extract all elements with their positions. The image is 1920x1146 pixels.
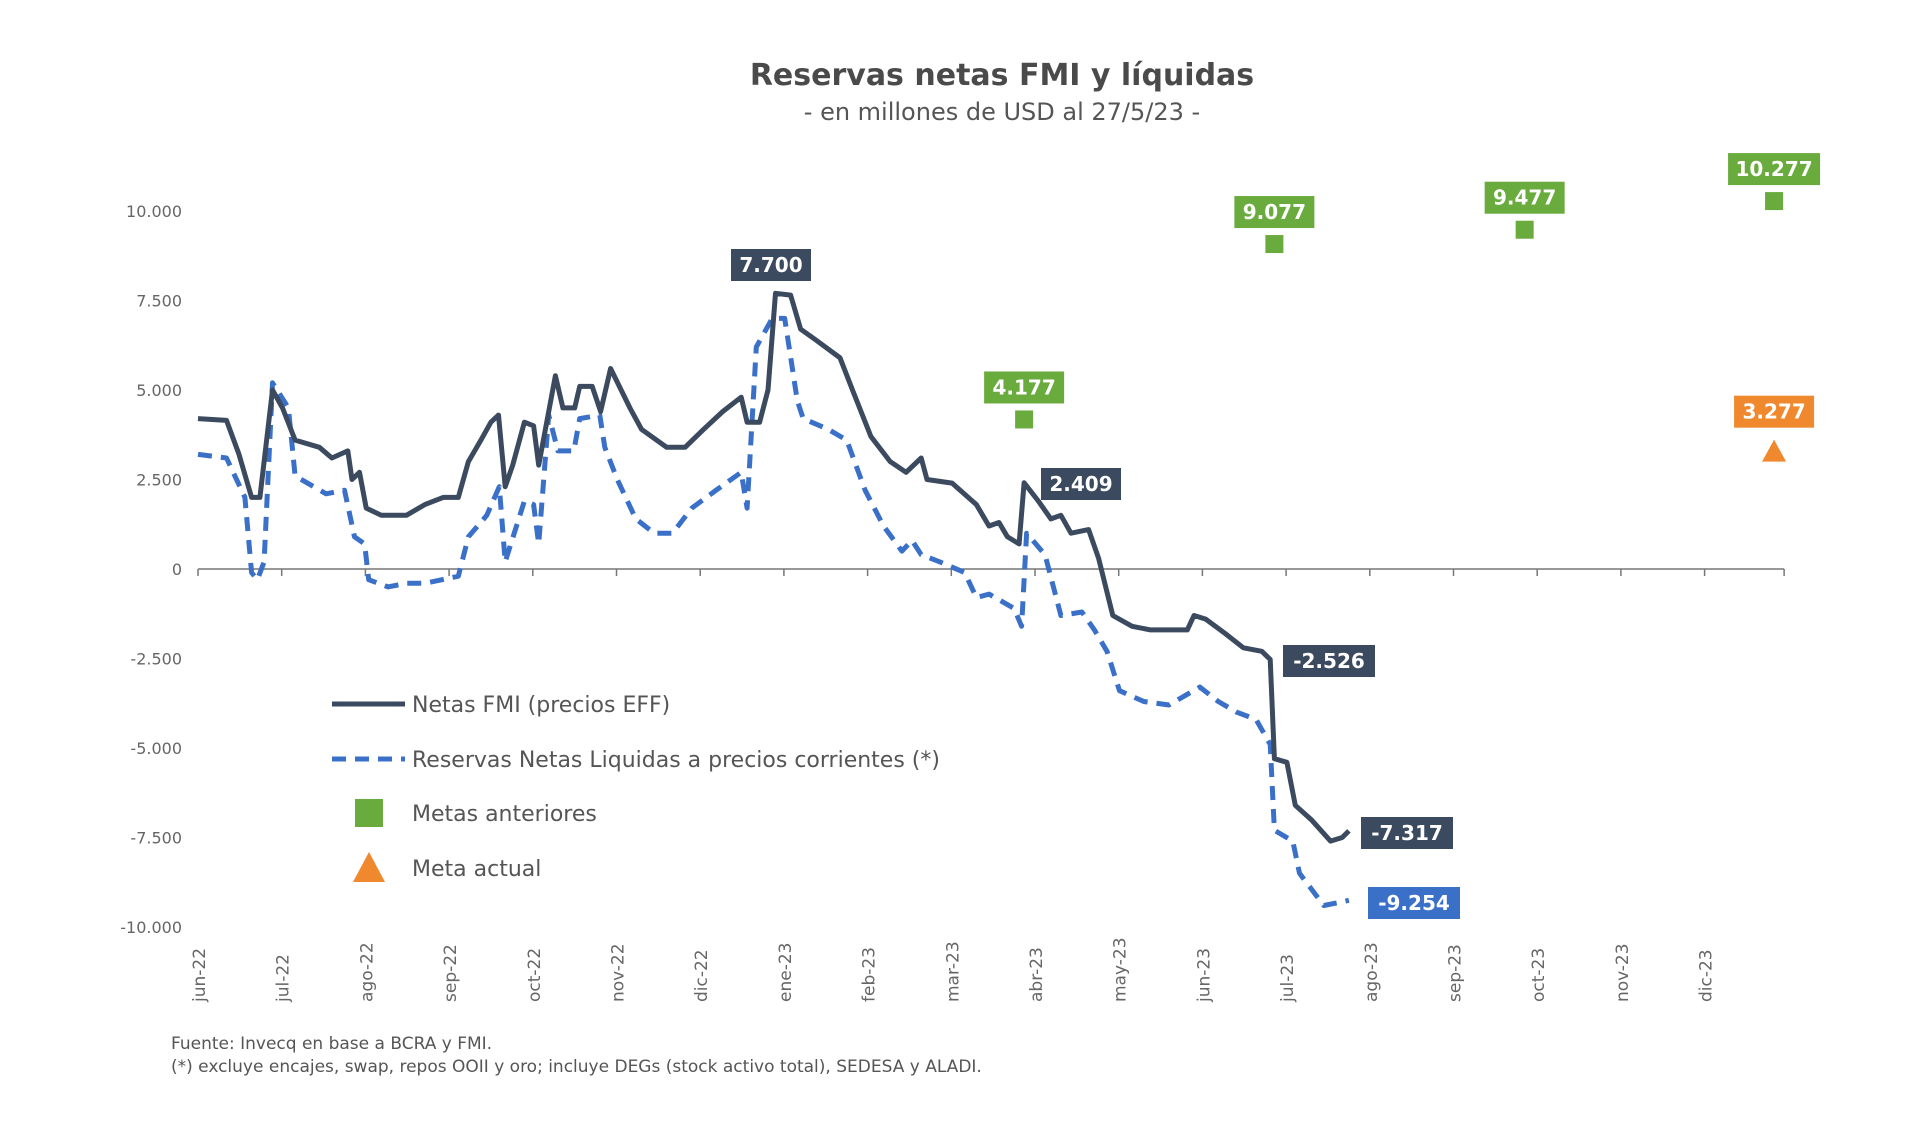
x-tick-label: sep-22 (441, 944, 461, 1002)
y-tick-label: -10.000 (120, 918, 182, 937)
legend-metas-swatch (355, 799, 383, 827)
x-tick-label: abr-23 (1027, 947, 1047, 1002)
x-tick-label: jun-22 (190, 948, 210, 1003)
x-tick-label: nov-22 (609, 943, 629, 1002)
label-meta-anterior-box (1728, 153, 1821, 186)
x-tick-label: ago-22 (357, 942, 377, 1002)
x-tick-label: jul-23 (1278, 954, 1298, 1003)
x-tick-label: jul-22 (274, 954, 294, 1003)
label-meta-anterior-box (1234, 196, 1315, 229)
y-tick-label: 5.000 (136, 381, 182, 400)
y-tick-label: 10.000 (126, 202, 182, 221)
label-meta-anterior: 4.177 (992, 375, 1055, 399)
x-tick-label: jun-23 (1194, 948, 1214, 1003)
label-pre-drop-box (1283, 645, 1375, 677)
label-abr-spike-box (1041, 468, 1121, 500)
chart-subtitle: - en millones de USD al 27/5/23 - (803, 98, 1201, 126)
label-peak-box (731, 249, 811, 281)
label-meta-anterior: 10.277 (1735, 157, 1812, 181)
x-tick-label: nov-23 (1613, 943, 1633, 1002)
x-tick-label: feb-23 (860, 947, 880, 1002)
x-tick-label: oct-22 (525, 948, 545, 1002)
x-tick-label: ene-23 (776, 943, 796, 1002)
source-footnote: Fuente: Invecq en base a BCRA y FMI. (171, 1034, 493, 1054)
label-meta-anterior-box (1484, 181, 1565, 214)
meta-actual-marker (1762, 439, 1787, 462)
label-liquidas-last-box (1368, 887, 1460, 919)
meta-anterior-marker (1515, 220, 1534, 239)
x-tick-label: mar-23 (943, 941, 963, 1002)
y-tick-label: 0 (172, 560, 182, 579)
label-pre-drop: -2.526 (1293, 649, 1365, 673)
meta-anterior-marker (1765, 192, 1784, 211)
legend-label: Metas anteriores (412, 802, 597, 827)
y-tick-label: 2.500 (136, 471, 182, 490)
label-meta-actual-box (1734, 395, 1815, 428)
legend-label: Netas FMI (precios EFF) (412, 693, 670, 718)
label-meta-anterior-box (984, 371, 1065, 404)
label-fmi-last-box (1361, 817, 1453, 849)
legend-label: Meta actual (412, 857, 541, 882)
y-tick-label: -2.500 (130, 650, 182, 669)
legend-label: Reservas Netas Liquidas a precios corrie… (412, 748, 940, 773)
label-peak: 7.700 (739, 253, 802, 277)
y-tick-label: 7.500 (136, 292, 182, 311)
legend-meta-actual-swatch (353, 852, 385, 882)
meta-anterior-marker (1265, 235, 1284, 254)
x-tick-label: dic-23 (1697, 949, 1717, 1002)
meta-anterior-marker (1015, 410, 1034, 429)
chart-title: Reservas netas FMI y líquidas (749, 58, 1255, 93)
x-tick-label: oct-23 (1529, 948, 1549, 1002)
note-footnote: (*) excluye encajes, swap, repos OOII y … (171, 1057, 982, 1077)
x-tick-label: ago-23 (1362, 942, 1382, 1002)
label-fmi-last: -7.317 (1371, 821, 1443, 845)
x-tick-label: dic-22 (692, 949, 712, 1002)
label-meta-actual: 3.277 (1742, 400, 1805, 424)
label-liquidas-last: -9.254 (1378, 891, 1450, 915)
x-tick-label: sep-23 (1446, 944, 1466, 1002)
label-abr-spike: 2.409 (1049, 472, 1112, 496)
y-tick-label: -7.500 (130, 829, 182, 848)
label-meta-anterior: 9.477 (1493, 186, 1556, 210)
series-netas-fmi-line (197, 290, 1351, 844)
y-tick-label: -5.000 (130, 739, 182, 758)
label-meta-anterior: 9.077 (1243, 200, 1306, 224)
x-tick-label: may-23 (1111, 937, 1131, 1002)
